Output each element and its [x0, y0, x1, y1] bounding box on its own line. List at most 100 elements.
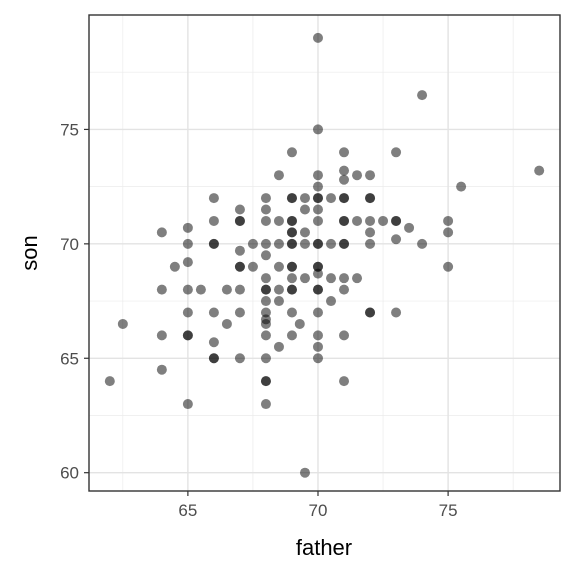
- y-tick-label: 60: [60, 464, 79, 483]
- data-point: [287, 285, 297, 295]
- data-point: [261, 399, 271, 409]
- data-point: [313, 170, 323, 180]
- data-point: [313, 124, 323, 134]
- data-point: [157, 227, 167, 237]
- data-point: [287, 262, 297, 272]
- data-point: [235, 353, 245, 363]
- data-point: [261, 273, 271, 283]
- data-point: [352, 273, 362, 283]
- data-point: [313, 269, 323, 279]
- data-point: [209, 193, 219, 203]
- data-point: [391, 308, 401, 318]
- data-point: [261, 285, 271, 295]
- data-point: [339, 216, 349, 226]
- data-point: [170, 262, 180, 272]
- data-point: [261, 376, 271, 386]
- data-point: [183, 330, 193, 340]
- y-tick-label: 70: [60, 235, 79, 254]
- y-tick-label: 75: [60, 120, 79, 139]
- x-tick-label: 65: [178, 501, 197, 520]
- data-point: [274, 216, 284, 226]
- x-axis-tick-labels: 65 70 75: [178, 501, 457, 520]
- data-point: [313, 216, 323, 226]
- data-point: [339, 285, 349, 295]
- data-point: [287, 308, 297, 318]
- data-point: [300, 468, 310, 478]
- data-point: [183, 308, 193, 318]
- data-point: [326, 296, 336, 306]
- data-point: [183, 239, 193, 249]
- data-point: [261, 239, 271, 249]
- data-point: [352, 216, 362, 226]
- data-point: [404, 223, 414, 233]
- data-point: [209, 239, 219, 249]
- y-tick-label: 65: [60, 349, 79, 368]
- data-point: [313, 239, 323, 249]
- data-point: [378, 216, 388, 226]
- data-point: [222, 319, 232, 329]
- data-point: [235, 216, 245, 226]
- data-point: [287, 227, 297, 237]
- data-point: [209, 353, 219, 363]
- data-point: [300, 227, 310, 237]
- data-point: [287, 216, 297, 226]
- data-point: [105, 376, 115, 386]
- data-point: [261, 353, 271, 363]
- data-point: [313, 193, 323, 203]
- data-point: [248, 262, 258, 272]
- data-point: [235, 246, 245, 256]
- data-point: [261, 319, 271, 329]
- x-axis-title: father: [296, 535, 352, 560]
- data-point: [261, 216, 271, 226]
- data-point: [235, 285, 245, 295]
- data-point: [183, 257, 193, 267]
- data-point: [365, 239, 375, 249]
- data-point: [274, 296, 284, 306]
- data-point: [261, 250, 271, 260]
- x-tick-label: 75: [439, 501, 458, 520]
- data-point: [287, 193, 297, 203]
- y-axis-title: son: [17, 235, 42, 270]
- data-point: [339, 193, 349, 203]
- data-point: [313, 308, 323, 318]
- data-point: [365, 227, 375, 237]
- y-axis-ticks: [84, 129, 89, 472]
- data-point: [209, 337, 219, 347]
- data-point: [313, 342, 323, 352]
- data-point: [248, 239, 258, 249]
- data-point: [339, 330, 349, 340]
- data-point: [339, 273, 349, 283]
- plot-panel: [89, 15, 560, 491]
- data-point: [456, 182, 466, 192]
- data-point: [157, 330, 167, 340]
- data-point: [313, 33, 323, 43]
- data-point: [365, 170, 375, 180]
- x-tick-label: 70: [309, 501, 328, 520]
- data-point: [222, 285, 232, 295]
- data-point: [417, 90, 427, 100]
- data-point: [391, 234, 401, 244]
- data-point: [209, 216, 219, 226]
- data-point: [235, 205, 245, 215]
- data-point: [118, 319, 128, 329]
- data-point: [365, 216, 375, 226]
- data-point: [274, 262, 284, 272]
- data-point: [443, 227, 453, 237]
- data-point: [261, 330, 271, 340]
- data-point: [313, 182, 323, 192]
- data-point: [352, 170, 362, 180]
- data-point: [274, 342, 284, 352]
- data-point: [417, 239, 427, 249]
- data-point: [326, 273, 336, 283]
- data-point: [274, 239, 284, 249]
- data-point: [365, 193, 375, 203]
- data-point: [300, 273, 310, 283]
- data-point: [326, 239, 336, 249]
- data-point: [365, 308, 375, 318]
- x-axis-ticks: [188, 491, 448, 496]
- y-axis-tick-labels: 60 65 70 75: [60, 120, 79, 482]
- data-point: [183, 285, 193, 295]
- data-point: [261, 296, 271, 306]
- data-point: [274, 170, 284, 180]
